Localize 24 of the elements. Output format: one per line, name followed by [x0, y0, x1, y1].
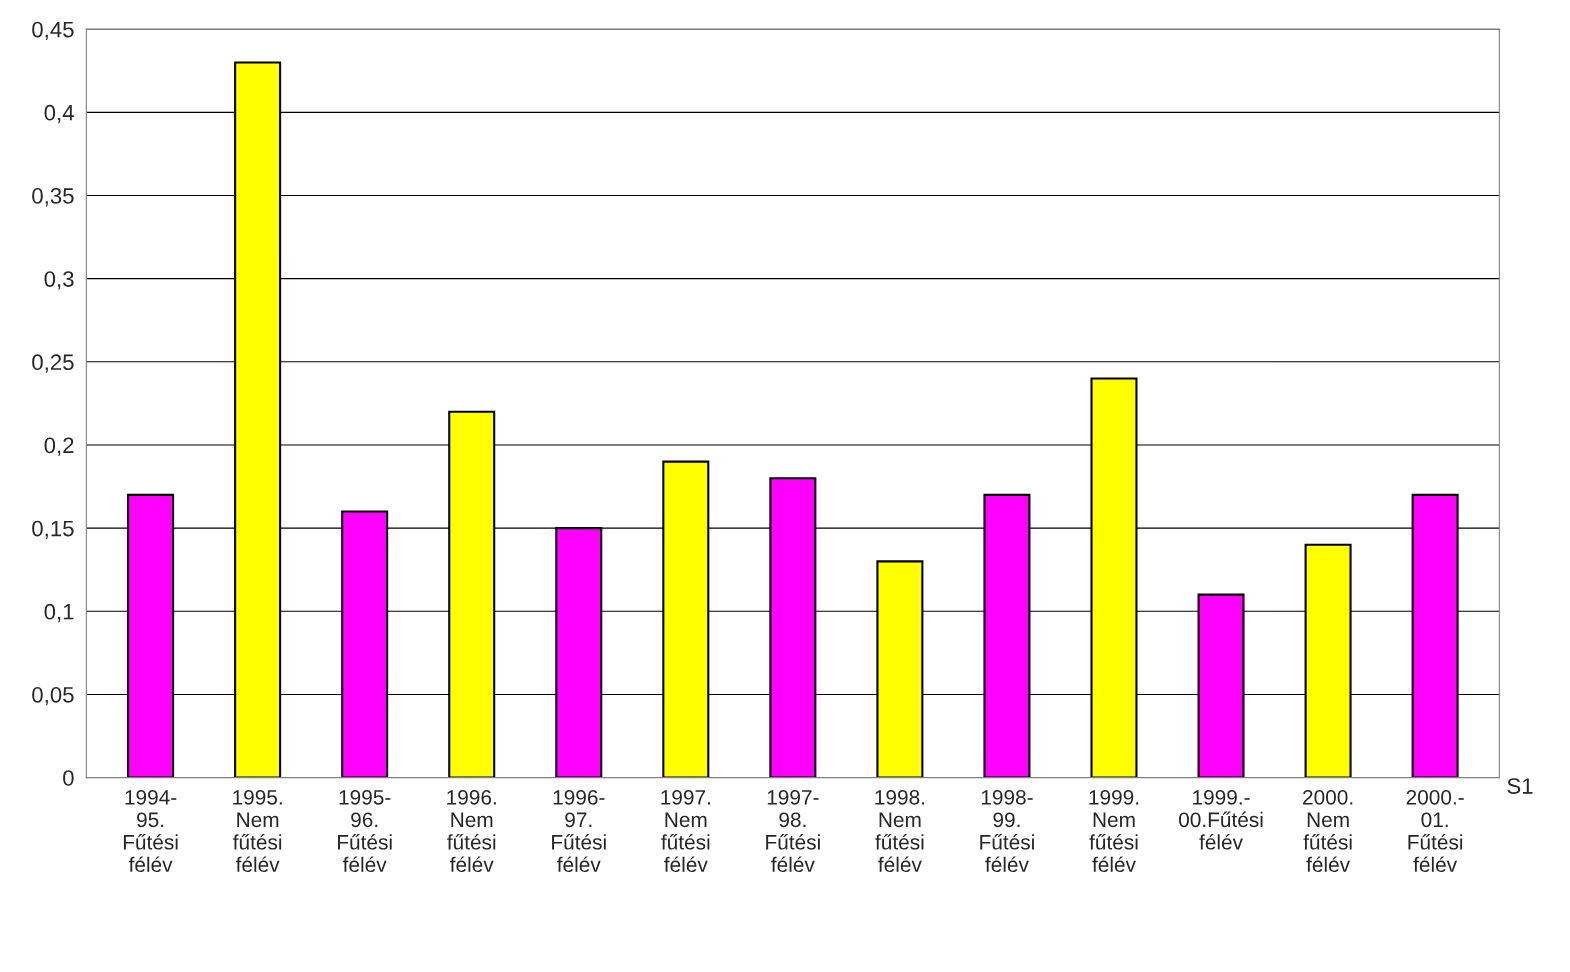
x-tick-label: 2000. Nem fűtési félév — [1303, 789, 1353, 873]
x-tick-label: 1995. Nem fűtési félév — [233, 789, 282, 873]
x-tick-label: 1998. Nem fűtési félév — [875, 789, 925, 873]
y-tick-label: 0,35 — [32, 188, 74, 207]
y-tick-label: 0 — [63, 770, 74, 786]
x-tick-label: 1997-98. Fűtési félév — [766, 789, 820, 873]
y-tick-label: 0,05 — [32, 686, 74, 706]
x-tick-label: 1999.-00.Fűtési félév — [1179, 789, 1263, 850]
y-tick-label: 0,25 — [32, 354, 74, 373]
x-tick-label: 1994-95. Fűtési félév — [123, 789, 178, 873]
y-tick-label: 0,2 — [44, 437, 74, 456]
y-tick-label: 0,1 — [44, 603, 74, 623]
x-tick-label: 2000.-01. Fűtési félév — [1406, 789, 1464, 873]
y-tick-label: 0,45 — [32, 21, 74, 41]
x-tick-label: 1999. Nem fűtési félév — [1089, 789, 1139, 873]
y-tick-label: 0,3 — [44, 271, 74, 290]
text: S1 — [1507, 778, 1533, 794]
y-tick-label: 0,4 — [44, 104, 74, 124]
y-tick-label: 0,15 — [32, 520, 74, 540]
x-tick-label: 1996-97. Fűtési félév — [552, 789, 606, 873]
x-tick-label: 1995-96. Fűtési félév — [338, 789, 392, 873]
x-tick-label: 1998-99. Fűtési félév — [980, 789, 1034, 873]
x-tick-label: 1997. Nem fűtési félév — [661, 789, 710, 873]
x-tick-label: 1996. Nem fűtési félév — [447, 789, 496, 873]
